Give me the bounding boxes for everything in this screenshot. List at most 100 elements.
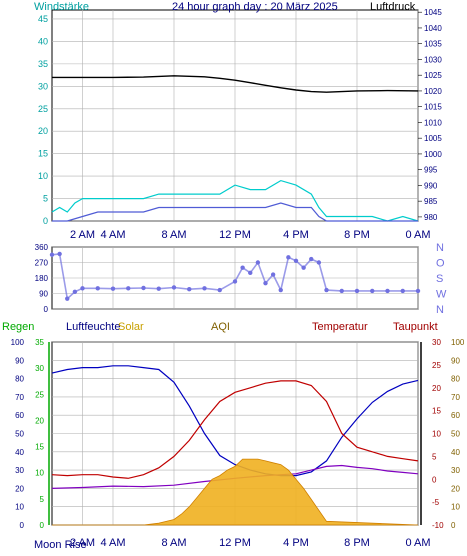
rain-tick-label: 30: [35, 364, 44, 373]
rain-tick-label: 25: [35, 390, 44, 399]
pressure-y-tick-label: 1000: [424, 150, 442, 159]
wind-y-tick-label: 45: [38, 14, 48, 24]
direction-y-tick-label: 180: [35, 274, 49, 283]
aqi-tick-label: 60: [451, 411, 460, 420]
climate-x-tick-label: 4 PM: [283, 537, 309, 549]
compass-tick-label: S: [436, 273, 443, 285]
wind-y-tick-label: 20: [38, 126, 48, 136]
humidity-tick-label: 20: [15, 484, 24, 493]
wind-x-tick-label: 12 PM: [219, 229, 251, 241]
temperature-tick-label: 10: [432, 430, 441, 439]
rain-tick-label: 0: [40, 521, 45, 530]
pressure-y-tick-label: 1015: [424, 103, 442, 112]
temperature-tick-label: 20: [432, 384, 441, 393]
rain-tick-label: 35: [35, 338, 44, 347]
direction-y-tick-label: 90: [39, 290, 48, 299]
aqi-tick-label: 40: [451, 448, 460, 457]
pressure-y-tick-label: 1045: [424, 8, 442, 17]
wind-y-tick-label: 40: [38, 36, 48, 46]
climate-x-tick-label: 4 AM: [100, 537, 125, 549]
humidity-tick-label: 50: [15, 430, 24, 439]
series-line-luftdruck: [52, 75, 419, 93]
compass-tick-label: N: [436, 304, 444, 316]
wind-pressure-panel: 2 AM 4 AM 8 AM 12 PM 4 PM 8 PM 0 AM05101520253…: [38, 8, 442, 241]
rain-tick-label: 10: [35, 469, 44, 478]
wind-y-tick-label: 10: [38, 171, 48, 181]
wind-y-tick-label: 0: [43, 216, 48, 226]
rain-tick-label: 15: [35, 443, 44, 452]
humidity-tick-label: 0: [20, 521, 25, 530]
humidity-tick-label: 60: [15, 411, 24, 420]
wind-y-tick-label: 25: [38, 104, 48, 114]
wind-x-tick-label: 8 AM: [161, 229, 186, 241]
label-solar: Solar: [118, 321, 144, 333]
label-temperatur: Temperatur: [312, 321, 368, 333]
direction-line: [51, 253, 418, 301]
humidity-tick-label: 10: [15, 503, 24, 512]
pressure-y-tick-label: 980: [424, 213, 438, 222]
pressure-y-tick-label: 1010: [424, 118, 442, 127]
aqi-tick-label: 20: [451, 484, 460, 493]
direction-y-tick-label: 270: [35, 259, 49, 268]
series-line-luftfeuchte: [51, 365, 419, 477]
aqi-tick-label: 100: [451, 338, 465, 347]
wind-y-tick-label: 15: [38, 149, 48, 159]
pressure-y-tick-label: 985: [424, 197, 438, 206]
pressure-y-tick-label: 1025: [424, 71, 442, 80]
compass-tick-label: W: [436, 289, 447, 301]
compass-tick-label: O: [436, 258, 445, 270]
wind-direction-panel: 0 N 90 W 180 S 270 O 360 N: [35, 242, 447, 316]
pressure-axis-label: Luftdruck: [370, 1, 416, 13]
climate-x-tick-label: 12 PM: [219, 537, 251, 549]
wind-x-tick-label: 4 PM: [283, 229, 309, 241]
aqi-tick-label: 50: [451, 430, 460, 439]
wind-y-tick-label: 30: [38, 81, 48, 91]
chart-title: 24 hour graph day : 20 März 2025: [172, 1, 338, 13]
wind-x-tick-label: 4 AM: [100, 229, 125, 241]
label-taupunkt: Taupunkt: [393, 321, 438, 333]
temperature-tick-label: 0: [432, 475, 437, 484]
climate-x-tick-label: 8 AM: [161, 537, 186, 549]
aqi-tick-label: 90: [451, 356, 460, 365]
direction-y-tick-label: 0: [44, 305, 49, 314]
series-line-taupunkt: [51, 464, 419, 489]
temperature-tick-label: 5: [432, 452, 437, 461]
wind-axis-label: Windstärke: [34, 1, 89, 13]
pressure-y-tick-label: 990: [424, 181, 438, 190]
direction-y-tick-label: 360: [35, 243, 49, 252]
rain-tick-label: 5: [40, 495, 45, 504]
wind-x-tick-label: 8 PM: [344, 229, 370, 241]
label-luftfeuchte: Luftfeuchte: [66, 321, 120, 333]
aqi-tick-label: 10: [451, 503, 460, 512]
pressure-y-tick-label: 1030: [424, 55, 442, 64]
pressure-y-tick-label: 995: [424, 166, 438, 175]
rain-tick-label: 20: [35, 416, 44, 425]
solar-area: [52, 458, 419, 526]
temperature-tick-label: 15: [432, 407, 441, 416]
humidity-tick-label: 30: [15, 466, 24, 475]
humidity-tick-label: 70: [15, 393, 24, 402]
moon-rise-label: Moon Rise: [34, 539, 87, 551]
label-regen: Regen: [2, 321, 34, 333]
wind-x-tick-label: 2 AM: [70, 229, 95, 241]
chart-labels: 24 hour graph day : 20 März 2025 Windstä…: [2, 1, 438, 551]
temperature-tick-label: -10: [432, 521, 444, 530]
wind-y-tick-label: 35: [38, 59, 48, 69]
humidity-tick-label: 40: [15, 448, 24, 457]
temperature-tick-label: -5: [432, 498, 440, 507]
pressure-y-tick-label: 1035: [424, 40, 442, 49]
pressure-y-tick-label: 1005: [424, 134, 442, 143]
humidity-tick-label: 100: [11, 338, 25, 347]
wind-y-tick-label: 5: [43, 194, 48, 204]
series-line-temperatur: [51, 380, 419, 479]
climate-x-tick-label: 8 PM: [344, 537, 370, 549]
pressure-y-tick-label: 1040: [424, 24, 442, 33]
humidity-tick-label: 90: [15, 356, 24, 365]
aqi-tick-label: 70: [451, 393, 460, 402]
series-line-windgeschwindigkeit: [52, 202, 418, 222]
aqi-tick-label: 80: [451, 375, 460, 384]
label-aqi: AQI: [211, 321, 230, 333]
climate-x-tick-label: 0 AM: [405, 537, 430, 549]
pressure-y-tick-label: 1020: [424, 87, 442, 96]
